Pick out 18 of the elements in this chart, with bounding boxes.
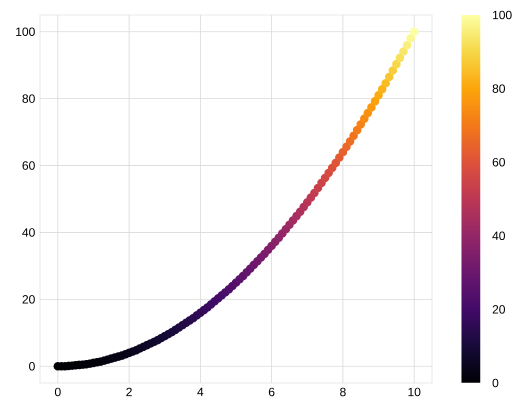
color-bar-label: 100 xyxy=(493,10,512,20)
y-tick-label: 40 xyxy=(22,228,35,237)
x-tick-label: 10 xyxy=(408,388,420,396)
x-tick-label: 8 xyxy=(340,388,346,396)
x-tick-label: 6 xyxy=(268,388,274,396)
color-bar-label: 20 xyxy=(492,305,505,314)
x-tick-label: 4 xyxy=(197,388,204,396)
y-tick-label: 0 xyxy=(29,362,35,371)
y-tick-label: 100 xyxy=(16,27,35,36)
y-tick-label: 20 xyxy=(22,295,35,304)
x-tick-label: 2 xyxy=(126,388,132,396)
x-tick-label: 0 xyxy=(54,388,61,396)
color-bar-label: 40 xyxy=(492,232,505,240)
y-tick-label: 80 xyxy=(22,94,35,103)
color-bar-label: 0 xyxy=(492,378,498,388)
color-bar-label: 80 xyxy=(492,84,505,93)
color-bar-label: 60 xyxy=(492,158,505,166)
y-tick-label: 60 xyxy=(22,161,35,170)
